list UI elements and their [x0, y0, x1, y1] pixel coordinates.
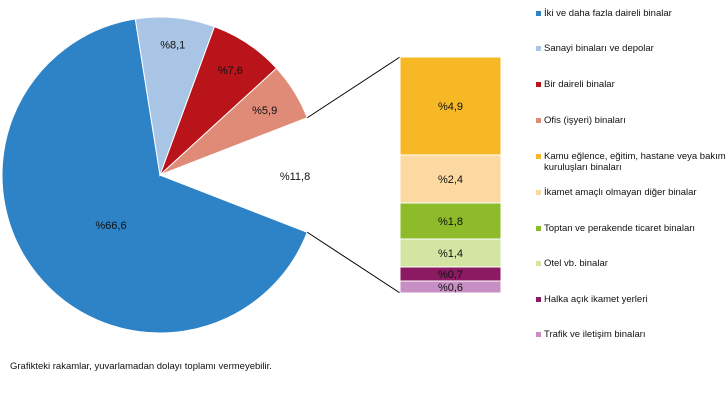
legend-swatch — [536, 190, 541, 195]
pie-slice-label: %5,9 — [252, 105, 277, 117]
bar-segment — [399, 202, 502, 240]
pie-slice-label: %8,1 — [160, 39, 185, 51]
legend-swatch — [536, 297, 541, 302]
bar-segment — [399, 154, 502, 204]
legend-label: Trafik ve iletişim binaları — [544, 329, 646, 340]
legend-label: Toptan ve perakende ticaret binaları — [544, 223, 696, 234]
legend-label: İkamet amaçlı olmayan diğer binalar — [544, 187, 697, 198]
bar-segment-label: %0,7 — [438, 269, 463, 281]
legend-swatch — [536, 11, 541, 16]
bar-segment-label: %2,4 — [438, 174, 463, 186]
bar-segment-label: %1,8 — [438, 216, 463, 228]
connector-line-top — [306, 56, 401, 119]
legend-label: Halka açık ikamet yerleri — [544, 294, 648, 305]
pie-slice-label: %66,6 — [95, 220, 126, 232]
bar-segment — [399, 280, 502, 294]
bar-segment-label: %1,4 — [438, 248, 463, 260]
legend-label: Kamu eğlence, eğitim, hastane veya bakım… — [544, 151, 726, 173]
pie-slice — [1, 18, 308, 334]
pie-slice-label: %7,6 — [218, 65, 243, 77]
legend-label: Bir daireli binalar — [544, 79, 615, 90]
legend-swatch — [536, 154, 541, 159]
legend-swatch — [536, 46, 541, 51]
bar-segment-label: %0,6 — [438, 282, 463, 294]
legend-label: Otel vb. binalar — [544, 258, 608, 269]
legend-label: İki ve daha fazla daireli binalar — [544, 8, 672, 19]
bar-segment-label: %4,9 — [438, 101, 463, 113]
legend-swatch — [536, 226, 541, 231]
connector-lines — [306, 56, 401, 294]
legend-label: Sanayi binaları ve depolar — [544, 43, 654, 54]
footnote: Grafikteki rakamlar, yuvarlamadan dolayı… — [10, 361, 272, 372]
legend-swatch — [536, 118, 541, 123]
legend-swatch — [536, 82, 541, 87]
pie-slice-label: %11,8 — [280, 171, 310, 183]
legend-swatch — [536, 332, 541, 337]
legend-swatch — [536, 261, 541, 266]
bar-segment — [399, 238, 502, 268]
connector-line-bottom — [306, 231, 401, 294]
bar-segment — [399, 56, 502, 156]
pie-slice — [158, 117, 319, 233]
pie: %66,6 %8,1 %7,6 %5,9 %11,8 — [1, 16, 319, 334]
legend-label: Ofis (işyeri) binaları — [544, 115, 626, 126]
breakdown-bar: %4,9 %2,4 %1,8 %1,4 %0,7%0,6 — [399, 56, 502, 294]
